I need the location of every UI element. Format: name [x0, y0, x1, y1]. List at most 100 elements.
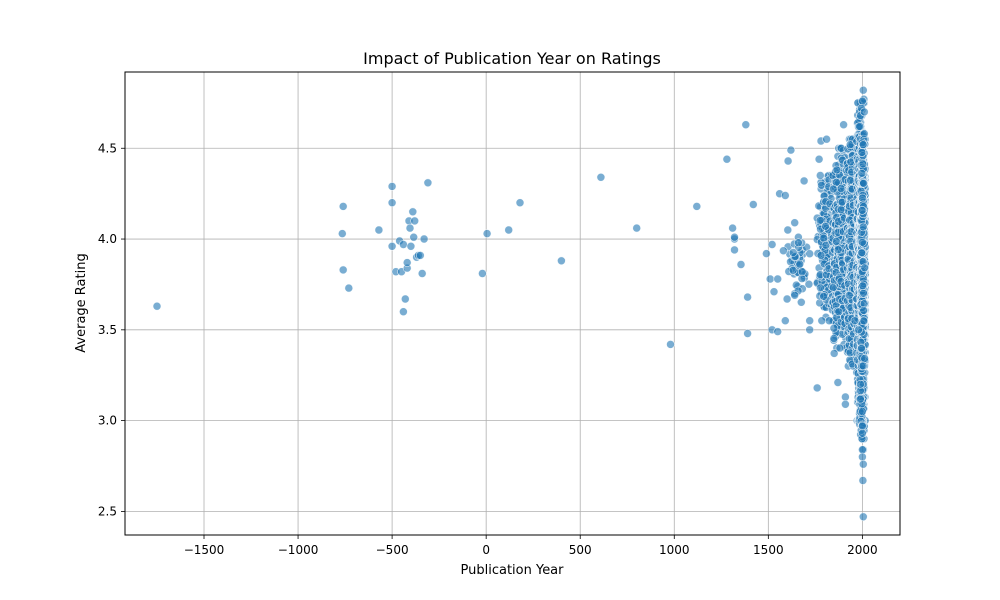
data-point — [845, 175, 855, 185]
data-point — [769, 287, 779, 297]
data-point — [856, 394, 865, 404]
x-tick-label: 2000 — [847, 543, 878, 557]
data-point — [762, 249, 771, 258]
data-point — [415, 251, 425, 260]
scatter-points — [152, 85, 870, 522]
data-point — [860, 354, 869, 363]
y-tick-label: 3.5 — [98, 323, 117, 337]
data-point — [783, 156, 793, 166]
data-point — [828, 184, 838, 194]
data-point — [858, 96, 867, 106]
data-point — [722, 154, 732, 164]
data-point — [857, 248, 867, 258]
data-point — [374, 225, 384, 235]
data-point — [773, 327, 783, 336]
plot-frame — [124, 71, 901, 536]
data-point — [743, 329, 752, 338]
data-point — [783, 225, 793, 235]
data-point — [728, 223, 737, 233]
data-point — [859, 316, 869, 326]
data-point — [405, 223, 415, 233]
chart-title: Impact of Publication Year on Ratings — [363, 49, 661, 68]
data-point — [387, 182, 397, 191]
data-point — [858, 452, 867, 462]
x-tick-label: 500 — [569, 543, 592, 557]
data-point — [632, 223, 642, 233]
y-tick-label: 4.5 — [98, 141, 117, 155]
data-point — [805, 325, 815, 335]
data-point — [857, 206, 867, 215]
data-point — [858, 407, 867, 416]
data-point — [410, 216, 420, 226]
data-point — [858, 159, 868, 169]
data-point — [860, 263, 870, 273]
data-point — [858, 361, 868, 371]
data-point — [419, 234, 429, 244]
data-point — [797, 267, 807, 277]
data-point — [857, 344, 866, 353]
data-point — [829, 323, 839, 333]
data-point — [780, 316, 790, 326]
data-point — [859, 107, 869, 117]
data-point — [743, 292, 752, 302]
data-point — [741, 120, 751, 129]
data-point — [482, 229, 492, 238]
data-point — [596, 173, 606, 182]
data-point — [854, 325, 863, 335]
data-point — [780, 191, 790, 200]
data-point — [819, 292, 828, 301]
data-point — [152, 301, 162, 311]
y-tick-label: 2.5 — [98, 504, 117, 518]
data-point — [814, 154, 824, 164]
data-point — [858, 512, 868, 522]
x-tick-label: 1000 — [659, 543, 690, 557]
data-point — [858, 476, 868, 485]
data-point — [850, 316, 860, 326]
data-point — [841, 399, 850, 409]
data-point — [344, 283, 354, 293]
x-tick-label: −500 — [376, 543, 409, 557]
data-point — [730, 245, 739, 255]
data-point — [821, 222, 830, 231]
data-point — [805, 316, 815, 326]
data-point — [835, 343, 845, 353]
data-point — [856, 379, 865, 389]
data-point — [804, 279, 814, 289]
data-point — [478, 269, 487, 278]
data-point — [828, 283, 838, 292]
data-point — [836, 205, 846, 214]
x-tick-label: 0 — [482, 543, 490, 557]
data-point — [795, 259, 805, 269]
data-point — [779, 246, 788, 255]
data-point — [841, 392, 850, 402]
data-point — [748, 200, 758, 209]
data-point — [858, 85, 868, 95]
data-point — [399, 307, 408, 317]
data-point — [857, 148, 867, 157]
data-point — [858, 459, 868, 469]
data-point — [406, 242, 416, 251]
data-point — [815, 171, 825, 180]
data-point — [788, 248, 798, 257]
y-axis-label: Average Rating — [74, 253, 89, 352]
data-point — [337, 229, 347, 238]
data-point — [859, 179, 868, 188]
data-point — [817, 316, 827, 326]
data-point — [858, 421, 867, 431]
data-point — [836, 184, 846, 193]
data-point — [819, 233, 829, 243]
data-point — [858, 222, 868, 232]
data-point — [400, 294, 410, 304]
data-point — [839, 120, 848, 129]
x-axis-label: Publication Year — [461, 563, 565, 578]
data-point — [859, 306, 869, 315]
data-point — [812, 383, 822, 393]
data-point — [338, 265, 348, 275]
data-point — [817, 181, 826, 190]
x-tick-label: −1000 — [278, 543, 319, 557]
data-point — [788, 265, 798, 275]
y-axis-ticks: 2.5 3.0 3.5 4.0 4.5 — [98, 141, 125, 518]
data-point — [858, 238, 867, 247]
data-point — [815, 216, 825, 225]
